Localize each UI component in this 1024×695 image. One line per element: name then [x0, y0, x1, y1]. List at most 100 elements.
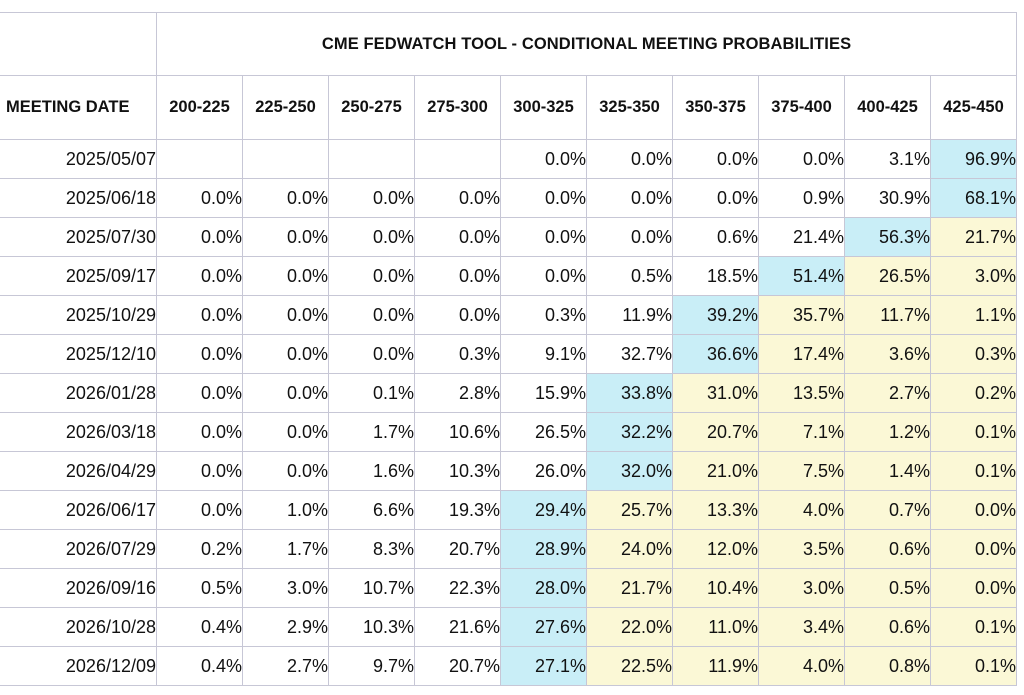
probability-cell: 1.4%	[844, 451, 931, 491]
probability-cell: 30.9%	[844, 178, 931, 218]
meeting-date-cell: 2025/07/30	[0, 217, 157, 257]
probability-cell: 35.7%	[758, 295, 845, 335]
meeting-date-cell: 2025/09/17	[0, 256, 157, 296]
probability-cell: 1.1%	[929, 295, 1018, 335]
rate-range-header: 375-400	[758, 75, 845, 140]
probability-cell: 0.0%	[242, 412, 329, 452]
probability-cell: 0.0%	[156, 334, 243, 374]
title-row: CME FEDWATCH TOOL - CONDITIONAL MEETING …	[0, 12, 1018, 76]
probability-cell: 0.5%	[156, 568, 243, 608]
probability-cell: 0.8%	[844, 646, 931, 686]
probability-cell: 0.0%	[156, 373, 243, 413]
probability-cell: 2.8%	[414, 373, 501, 413]
probability-cell: 0.3%	[929, 334, 1018, 374]
probability-cell-max: 32.0%	[586, 451, 673, 491]
probability-cell: 3.1%	[844, 139, 931, 179]
probability-cell: 0.0%	[242, 451, 329, 491]
probability-cell: 21.6%	[414, 607, 501, 647]
probability-cell-max: 27.6%	[500, 607, 587, 647]
meeting-date-header: MEETING DATE	[0, 75, 157, 140]
probability-cell: 0.0%	[586, 178, 673, 218]
probability-cell: 10.3%	[414, 451, 501, 491]
meeting-date-cell: 2026/12/09	[0, 646, 157, 686]
probability-cell: 7.1%	[758, 412, 845, 452]
table-row: 2025/07/30 0.0% 0.0% 0.0% 0.0% 0.0% 0.0% 0.6% 21…	[0, 217, 1018, 257]
probability-cell: 0.7%	[844, 490, 931, 530]
probability-cell: 21.7%	[929, 217, 1018, 257]
corner-cell	[0, 12, 157, 76]
probability-cell	[156, 139, 243, 179]
rate-range-header: 225-250	[242, 75, 329, 140]
probability-cell-max: 39.2%	[672, 295, 759, 335]
fedwatch-table-frame: CME FEDWATCH TOOL - CONDITIONAL MEETING …	[0, 12, 1018, 688]
table-row: 2026/01/28 0.0% 0.0% 0.1% 2.8% 15.9% 33.8% 31.0…	[0, 373, 1018, 413]
probability-cell: 31.0%	[672, 373, 759, 413]
probability-cell	[414, 139, 501, 179]
probability-cell: 8.3%	[328, 529, 415, 569]
probability-cell: 0.0%	[156, 295, 243, 335]
meeting-date-cell: 2026/06/17	[0, 490, 157, 530]
table-body: 2025/05/07 0.0% 0.0% 0.0% 0.0% 3.1% 96.9% 2025/…	[0, 139, 1018, 686]
probability-cell: 0.0%	[242, 334, 329, 374]
table-title: CME FEDWATCH TOOL - CONDITIONAL MEETING …	[155, 12, 1018, 76]
table-row: 2025/10/29 0.0% 0.0% 0.0% 0.0% 0.3% 11.9% 39.2%…	[0, 295, 1018, 335]
probability-cell: 3.6%	[844, 334, 931, 374]
probability-cell: 13.5%	[758, 373, 845, 413]
probability-cell: 0.0%	[242, 217, 329, 257]
probability-cell-max: 51.4%	[758, 256, 845, 296]
probability-cell: 11.9%	[672, 646, 759, 686]
probability-cell: 0.0%	[414, 295, 501, 335]
probability-cell: 0.0%	[328, 334, 415, 374]
probability-cell: 0.0%	[328, 178, 415, 218]
probability-cell: 0.0%	[242, 295, 329, 335]
probability-cell: 11.7%	[844, 295, 931, 335]
table-row: 2026/07/29 0.2% 1.7% 8.3% 20.7% 28.9% 24.0% 12.…	[0, 529, 1018, 569]
probability-cell: 20.7%	[672, 412, 759, 452]
meeting-date-cell: 2026/09/16	[0, 568, 157, 608]
probability-cell: 0.1%	[929, 607, 1018, 647]
probability-cell: 0.1%	[929, 451, 1018, 491]
probability-cell: 7.5%	[758, 451, 845, 491]
rate-range-header: 250-275	[328, 75, 415, 140]
probability-cell: 1.7%	[242, 529, 329, 569]
table-row: 2026/12/09 0.4% 2.7% 9.7% 20.7% 27.1% 22.5% 11.…	[0, 646, 1018, 686]
meeting-date-cell: 2026/03/18	[0, 412, 157, 452]
probability-cell: 1.2%	[844, 412, 931, 452]
probability-cell: 0.0%	[328, 217, 415, 257]
probability-cell-max: 36.6%	[672, 334, 759, 374]
table-row: 2025/09/17 0.0% 0.0% 0.0% 0.0% 0.0% 0.5% 18.5% 5…	[0, 256, 1018, 296]
probability-cell: 0.0%	[242, 256, 329, 296]
probability-cell: 24.0%	[586, 529, 673, 569]
probability-cell: 0.0%	[156, 178, 243, 218]
table-row: 2025/12/10 0.0% 0.0% 0.0% 0.3% 9.1% 32.7% 36.6%…	[0, 334, 1018, 374]
probability-cell: 21.4%	[758, 217, 845, 257]
table-row: 2026/09/16 0.5% 3.0% 10.7% 22.3% 28.0% 21.7% 10…	[0, 568, 1018, 608]
probability-cell: 10.7%	[328, 568, 415, 608]
probability-cell: 0.0%	[414, 217, 501, 257]
probability-cell: 19.3%	[414, 490, 501, 530]
table-row: 2026/10/28 0.4% 2.9% 10.3% 21.6% 27.6% 22.0% 11…	[0, 607, 1018, 647]
probability-cell: 17.4%	[758, 334, 845, 374]
rate-range-header: 275-300	[414, 75, 501, 140]
meeting-date-cell: 2026/10/28	[0, 607, 157, 647]
probability-cell: 0.2%	[929, 373, 1018, 413]
probability-cell: 3.0%	[758, 568, 845, 608]
probability-cell: 0.6%	[844, 529, 931, 569]
probability-cell: 4.0%	[758, 646, 845, 686]
probability-cell-max: 56.3%	[844, 217, 931, 257]
probability-cell	[242, 139, 329, 179]
probability-cell: 3.4%	[758, 607, 845, 647]
probability-cell: 18.5%	[672, 256, 759, 296]
rate-range-header: 425-450	[929, 75, 1018, 140]
probability-cell: 1.0%	[242, 490, 329, 530]
table-row: 2026/04/29 0.0% 0.0% 1.6% 10.3% 26.0% 32.0% 21.…	[0, 451, 1018, 491]
table-row: 2025/06/18 0.0% 0.0% 0.0% 0.0% 0.0% 0.0% 0.0% 0.…	[0, 178, 1018, 218]
probability-cell: 21.0%	[672, 451, 759, 491]
probability-cell: 26.0%	[500, 451, 587, 491]
probability-cell: 0.0%	[500, 178, 587, 218]
table-row: 2026/06/17 0.0% 1.0% 6.6% 19.3% 29.4% 25.7% 13.…	[0, 490, 1018, 530]
probability-cell: 0.0%	[500, 139, 587, 179]
probability-cell: 21.7%	[586, 568, 673, 608]
probability-cell-max: 28.9%	[500, 529, 587, 569]
probability-cell: 0.5%	[844, 568, 931, 608]
